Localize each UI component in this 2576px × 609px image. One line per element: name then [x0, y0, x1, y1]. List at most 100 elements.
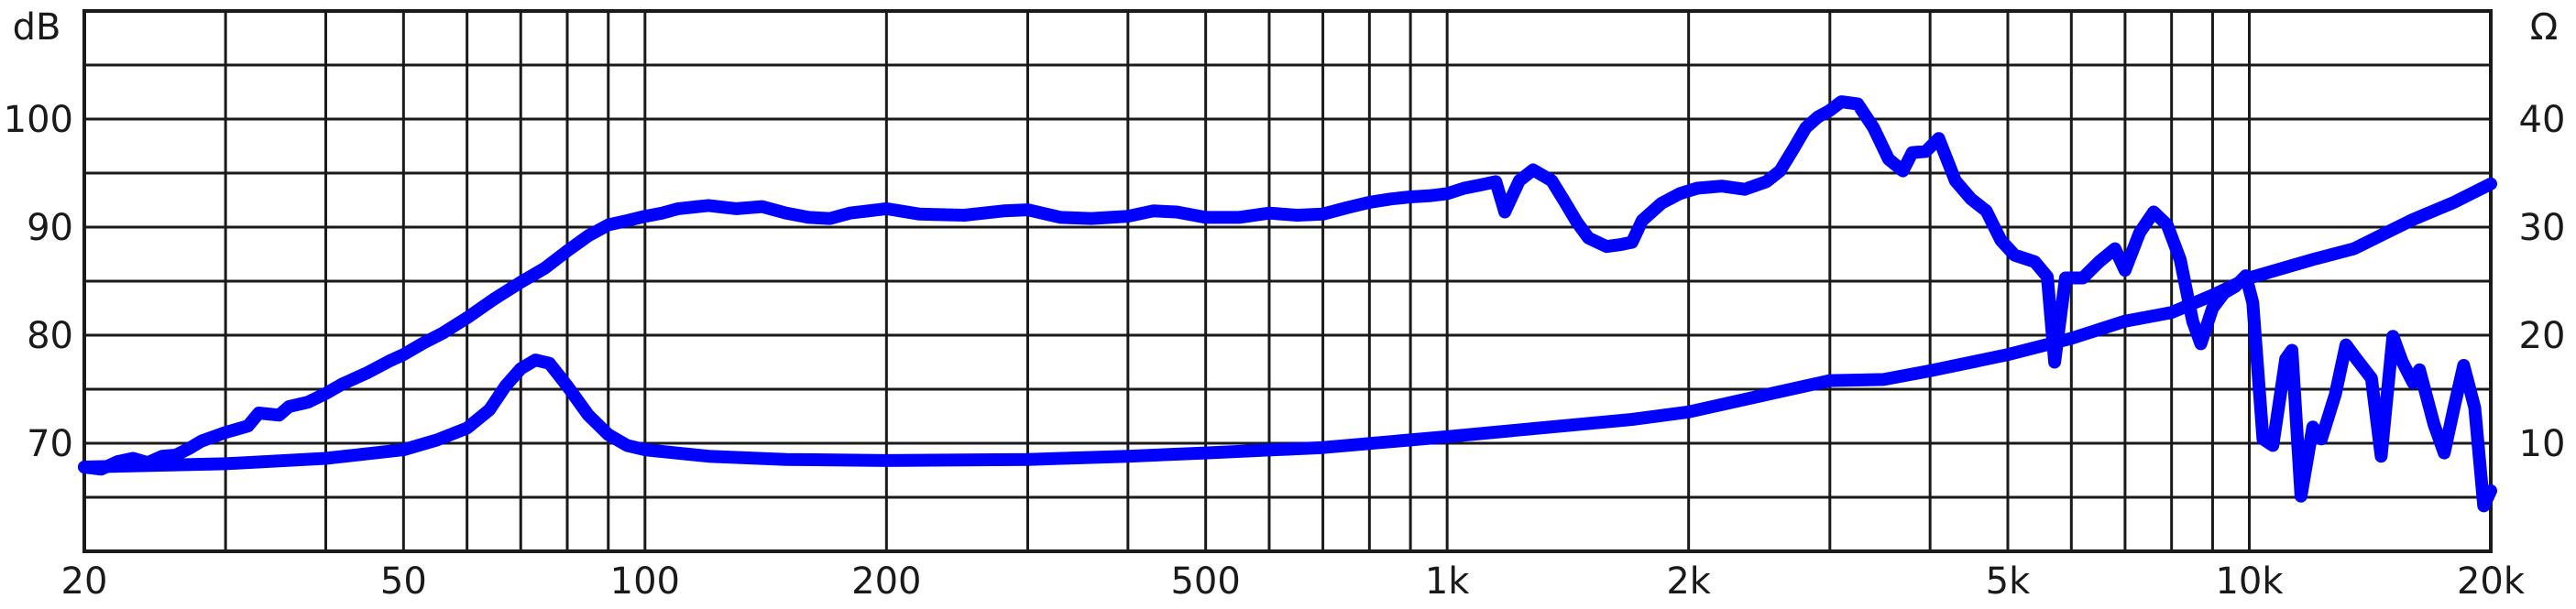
spl-data-point	[542, 265, 548, 271]
spl-data-point	[1826, 107, 1833, 114]
spl-data-point	[276, 412, 282, 419]
spl-data-point	[1968, 196, 1974, 202]
impedance-data-point	[1880, 376, 1887, 383]
spl-data-point	[256, 410, 262, 416]
impedance-data-point	[2351, 245, 2357, 252]
spl-data-point	[2289, 347, 2295, 353]
spl-data-point	[2044, 274, 2051, 280]
spl-data-point	[1718, 183, 1725, 190]
spl-data-point	[565, 248, 570, 254]
impedance-data-point	[2121, 318, 2128, 324]
spl-data-point	[1058, 214, 1064, 221]
impedance-data-point	[400, 447, 407, 453]
spl-data-point	[1573, 219, 1580, 225]
spl-data-point	[340, 381, 345, 387]
impedance-data-point	[223, 461, 229, 467]
impedance-data-point	[1444, 433, 1451, 440]
spl-data-point	[2177, 256, 2184, 263]
spl-data-point	[2198, 341, 2204, 347]
spl-data-point	[1585, 234, 1592, 241]
spl-data-point	[1088, 215, 1094, 222]
spl-data-point	[1855, 101, 1861, 107]
spl-data-point	[1998, 237, 2004, 244]
impedance-data-point	[2309, 256, 2316, 263]
tick-labels: 20 50 100 200 500 1k 2k 5k 10k 20k 70 80 90 100 10 20 30…	[4, 99, 2566, 603]
spl-data-point	[2079, 275, 2086, 281]
spl-data-point	[586, 233, 591, 239]
spl-data-point	[1935, 136, 1942, 142]
spl-data-point	[847, 210, 853, 216]
spl-data-point	[1426, 192, 1432, 199]
spl-data-point	[1266, 210, 1272, 216]
spl-data-point	[2353, 356, 2360, 362]
spl-data-point	[2410, 379, 2417, 386]
impedance-data-point	[565, 383, 570, 389]
spl-data-point	[2283, 356, 2289, 362]
x-tick-label: 10k	[2215, 560, 2284, 603]
impedance-data-point	[518, 365, 524, 372]
spl-data-point	[733, 205, 740, 212]
spl-data-point	[364, 370, 370, 376]
y2-axis-unit-label: Ω	[2530, 6, 2559, 49]
spl-data-point	[2431, 421, 2438, 428]
spl-data-point	[1838, 99, 1845, 105]
spl-data-point	[806, 214, 812, 221]
spl-data-point	[464, 315, 470, 321]
impedance-data-point	[2246, 275, 2253, 281]
plot-grid	[82, 9, 2493, 553]
spl-data-point	[2260, 436, 2266, 442]
spl-data-point	[421, 340, 427, 346]
impedance-data-point	[784, 456, 789, 462]
spl-data-point	[172, 452, 179, 458]
spl-data-point	[1461, 185, 1467, 191]
impedance-data-point	[464, 425, 470, 431]
spl-data-point	[1516, 178, 1522, 184]
spl-data-point	[1909, 149, 1915, 156]
spl-data-point	[2096, 258, 2102, 265]
impedance-data-point	[82, 464, 87, 470]
impedance-data-point	[2209, 292, 2216, 299]
spl-data-point	[305, 399, 311, 406]
spl-data-point	[286, 403, 292, 409]
spl-data-point	[675, 205, 682, 212]
spl-data-point	[759, 203, 765, 210]
impedance-data-point	[1826, 377, 1833, 384]
spl-data-point	[159, 453, 165, 460]
spl-data-point	[784, 210, 789, 216]
y2-tick-label: 10	[2519, 423, 2566, 465]
spl-data-point	[2297, 493, 2304, 499]
spl-data-point	[1777, 168, 1783, 174]
spl-data-point	[1562, 198, 1568, 204]
spl-data-point	[1387, 196, 1394, 202]
y2-tick-label: 40	[2519, 99, 2566, 141]
x-tick-label: 100	[610, 560, 680, 603]
spl-data-point	[624, 217, 630, 223]
x-tick-label: 2k	[1666, 560, 1711, 603]
spl-data-point	[2481, 503, 2487, 509]
spl-data-point	[1885, 156, 1891, 162]
impedance-data-point	[1202, 450, 1209, 456]
y2-tick-label: 20	[2519, 315, 2566, 357]
spl-data-point	[2378, 453, 2384, 460]
spl-data-point	[2450, 405, 2457, 411]
spl-data-point	[1502, 209, 1508, 215]
impedance-data-point	[624, 442, 630, 449]
spl-data-point	[2111, 245, 2118, 252]
spl-data-point	[1803, 125, 1809, 131]
x-tick-label: 20	[61, 560, 108, 603]
impedance-data-point	[502, 383, 509, 389]
spl-data-point	[1235, 214, 1242, 221]
plot-lines	[78, 95, 2497, 513]
impedance-data-point	[546, 360, 553, 366]
impedance-data-point	[1685, 408, 1692, 415]
spl-data-point	[706, 202, 712, 209]
x-tick-label: 200	[851, 560, 921, 603]
x-tick-label: 50	[380, 560, 427, 603]
y-tick-label: 70	[27, 423, 73, 465]
y-tick-label: 80	[27, 315, 73, 357]
spl-data-point	[2332, 391, 2339, 397]
x-tick-label: 1k	[1425, 560, 1470, 603]
spl-data-point	[1477, 182, 1484, 188]
impedance-data-point	[706, 453, 712, 460]
